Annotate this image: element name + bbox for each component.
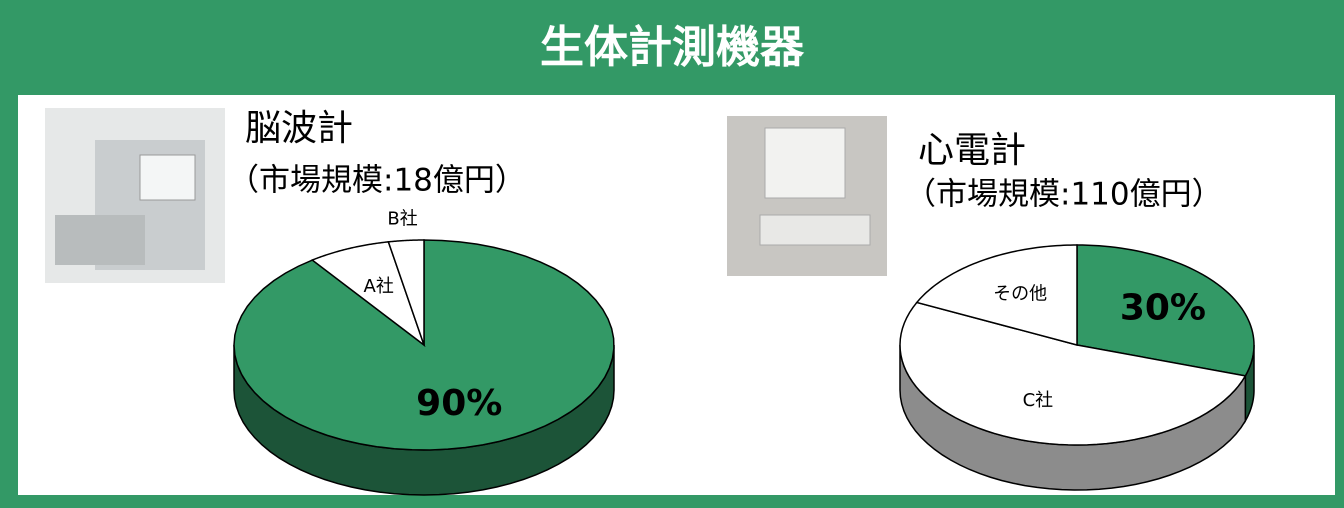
value-label: 90% [416, 383, 502, 424]
category-label: A社 [364, 276, 394, 297]
slide-title: 生体計測機器 [540, 22, 805, 73]
chart-subtitle: （市場規模:18億円） [228, 163, 526, 199]
category-label: その他 [993, 283, 1047, 304]
eeg-photo [45, 108, 225, 283]
category-label: C社 [1023, 390, 1054, 411]
chart-title: 脳波計 [245, 108, 353, 149]
chart-title: 心電計 [918, 130, 1026, 171]
value-label: 30% [1120, 288, 1206, 329]
ecg-photo [727, 116, 887, 276]
category-label: B社 [387, 209, 417, 230]
slide: 生体計測機器 脳波計 （市場規模:18億円） 90% A社 B社 心電計 （市場規模:110… [0, 0, 1344, 508]
chart-subtitle: （市場規模:110億円） [905, 177, 1223, 213]
